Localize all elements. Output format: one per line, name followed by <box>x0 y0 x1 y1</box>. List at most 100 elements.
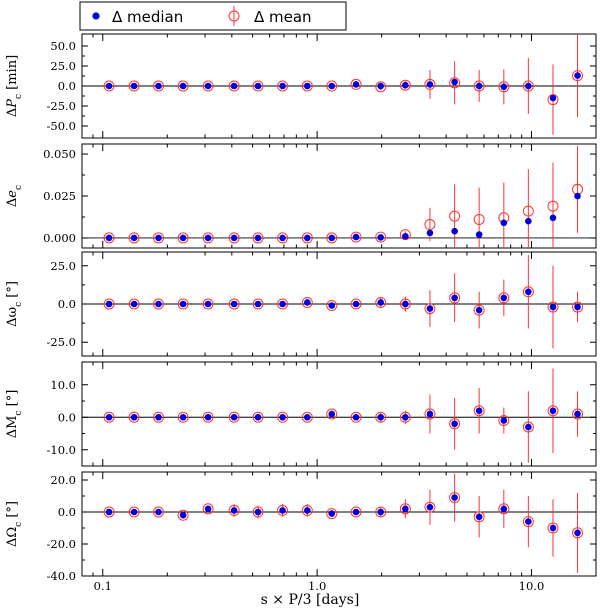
median-point <box>179 413 187 421</box>
median-point <box>204 300 212 308</box>
y-tick-label: 50.0 <box>50 39 76 53</box>
median-point <box>105 82 113 90</box>
mean-point <box>498 81 510 93</box>
median-point <box>451 294 458 302</box>
mean-point <box>153 232 165 244</box>
median-point <box>130 413 138 421</box>
median-point <box>574 529 581 537</box>
mean-point <box>449 492 461 504</box>
legend-median-marker <box>92 12 100 20</box>
median-point <box>500 219 508 227</box>
y-tick-label: -25.0 <box>47 99 77 113</box>
y-tick-label: 20.0 <box>50 473 76 487</box>
median-point <box>549 407 557 415</box>
median-point <box>426 81 434 88</box>
y-tick-label: 0.025 <box>43 189 76 203</box>
y-tick-label: -25.0 <box>47 335 77 349</box>
median-point <box>402 232 409 240</box>
mean-point <box>547 301 559 313</box>
median-point <box>549 303 557 311</box>
y-tick-label: 25.0 <box>50 259 76 273</box>
mean-point <box>449 77 461 89</box>
mean-point <box>252 506 264 518</box>
mean-point <box>103 80 115 92</box>
median-point <box>475 231 483 238</box>
mean-point <box>252 80 264 92</box>
mean-point <box>128 506 140 518</box>
mean-point <box>547 200 559 212</box>
median-point <box>254 508 262 516</box>
mean-point <box>424 78 436 90</box>
median-point <box>328 302 336 309</box>
median-point <box>377 82 385 90</box>
median-point <box>328 410 336 418</box>
median-point <box>155 413 162 421</box>
median-point <box>279 234 286 242</box>
mean-point <box>153 411 165 423</box>
panel-data <box>103 368 584 463</box>
median-point <box>155 300 162 308</box>
mean-point <box>572 527 584 539</box>
mean-point <box>128 232 140 244</box>
median-point <box>254 300 262 308</box>
median-point <box>204 413 212 421</box>
mean-point <box>301 504 313 516</box>
mean-point <box>572 70 584 82</box>
median-point <box>525 217 532 225</box>
mean-point <box>399 79 411 91</box>
mean-point <box>202 411 214 423</box>
median-point <box>179 82 187 90</box>
y-tick-label: 0.0 <box>58 79 76 93</box>
y-tick-label: 0.0 <box>58 410 76 424</box>
median-point <box>254 234 262 242</box>
legend-median-label: Δ median <box>112 8 183 26</box>
mean-point <box>252 232 264 244</box>
mean-point <box>128 411 140 423</box>
mean-point <box>350 78 362 90</box>
mean-point <box>375 231 387 243</box>
mean-point <box>522 80 534 92</box>
mean-point <box>277 411 289 423</box>
median-point <box>230 234 238 242</box>
mean-point <box>202 80 214 92</box>
y-tick-label: 25.0 <box>50 59 76 73</box>
median-point <box>525 518 532 525</box>
median-point <box>402 505 409 513</box>
median-point <box>352 233 360 241</box>
mean-point <box>326 508 338 520</box>
median-point <box>525 82 532 90</box>
median-point <box>130 82 138 90</box>
mean-point <box>522 205 534 217</box>
median-point <box>279 300 286 308</box>
median-point <box>304 234 311 242</box>
y-axis-label: Δωc [°] <box>5 281 24 327</box>
mean-point <box>252 411 264 423</box>
median-point <box>204 505 212 513</box>
median-point <box>279 82 286 90</box>
median-point <box>475 407 483 415</box>
mean-point <box>473 304 485 316</box>
mean-point <box>177 509 189 521</box>
mean-point <box>547 94 559 106</box>
median-point <box>230 82 238 90</box>
median-point <box>426 305 434 312</box>
median-point <box>475 82 483 90</box>
mean-point <box>277 504 289 516</box>
median-point <box>230 507 238 514</box>
median-point <box>204 82 212 90</box>
mean-point <box>326 232 338 244</box>
mean-point <box>252 298 264 310</box>
median-point <box>426 503 434 511</box>
x-tick-label: 0.1 <box>94 579 112 593</box>
panel-5: -40.0 -20.0 0.0 20.0 ΔΩc [°] <box>5 471 597 583</box>
mean-point <box>498 503 510 515</box>
panel-4: -10.0 0.0 10.0 ΔMc [°] <box>5 361 597 467</box>
mean-point <box>177 232 189 244</box>
panel-data <box>103 34 584 135</box>
median-point <box>155 508 162 516</box>
median-point <box>500 294 508 302</box>
mean-point <box>522 286 534 298</box>
mean-point <box>326 80 338 92</box>
mean-point <box>473 80 485 92</box>
